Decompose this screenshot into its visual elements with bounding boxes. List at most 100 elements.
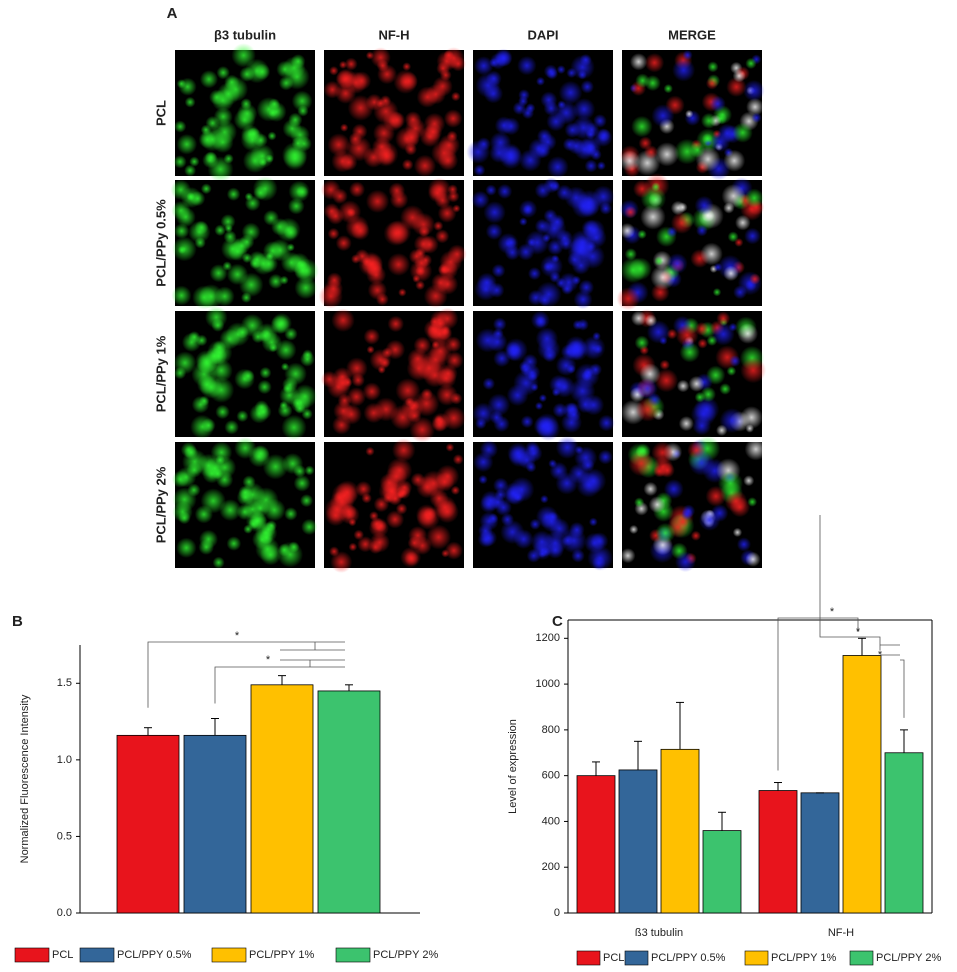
- y-tick-label: 800: [542, 724, 560, 736]
- cell: [505, 341, 521, 357]
- cell: [238, 272, 264, 298]
- y-tick-label: 600: [542, 770, 560, 782]
- cell: [223, 230, 237, 244]
- cell: [402, 62, 412, 72]
- cell: [391, 438, 416, 462]
- cell: [688, 375, 705, 392]
- cell: [636, 378, 658, 400]
- cell: [543, 262, 553, 272]
- micrograph: [170, 176, 319, 310]
- micrograph: [466, 48, 613, 178]
- cell: [598, 414, 615, 432]
- cell: [644, 314, 658, 327]
- cell: [348, 542, 358, 552]
- cell: [479, 529, 498, 547]
- cell: [200, 488, 226, 514]
- cell: [489, 143, 510, 163]
- cell: [542, 216, 567, 241]
- cell: [172, 487, 197, 512]
- micrograph: [471, 177, 615, 310]
- cell: [288, 112, 303, 127]
- cell: [173, 155, 187, 169]
- cell: [451, 91, 461, 102]
- micrograph: [620, 309, 767, 437]
- cell: [293, 464, 307, 478]
- cell: [231, 43, 256, 68]
- micrograph: [620, 435, 768, 573]
- cell: [546, 156, 569, 178]
- cell: [547, 238, 564, 256]
- cell: [256, 323, 278, 345]
- cell: [534, 401, 544, 411]
- legend-label: PCL/PPY 2%: [876, 952, 941, 964]
- cell: [555, 277, 567, 289]
- cell: [238, 485, 253, 500]
- cell: [399, 71, 418, 91]
- cell: [643, 481, 658, 497]
- cell: [431, 140, 457, 166]
- cell: [204, 306, 228, 329]
- cell: [546, 67, 559, 80]
- cell: [629, 53, 648, 71]
- cell: [413, 336, 432, 355]
- cell: [628, 450, 655, 477]
- legend-label: PCL: [52, 949, 73, 961]
- row-label: PCL/PPy 2%: [153, 466, 168, 543]
- cell: [504, 244, 521, 261]
- cell: [435, 229, 450, 244]
- cell: [357, 536, 374, 553]
- cell: [387, 315, 405, 333]
- cell: [709, 131, 731, 153]
- cell: [745, 551, 761, 567]
- micrograph: [318, 177, 467, 309]
- cell: [500, 512, 515, 527]
- cell: [304, 465, 315, 476]
- cell: [241, 369, 255, 383]
- y-tick-label: 400: [542, 815, 560, 827]
- cell: [268, 108, 278, 118]
- cell: [519, 149, 542, 172]
- significance-bracket: [777, 617, 859, 771]
- cell: [689, 142, 706, 158]
- legend-swatch: [849, 950, 874, 966]
- cell: [744, 437, 768, 461]
- cell: [497, 183, 513, 199]
- cell: [692, 416, 712, 436]
- cell: [265, 520, 277, 532]
- cell: [632, 179, 652, 199]
- cell: [171, 285, 192, 306]
- cell: [505, 485, 526, 506]
- cell: [351, 123, 368, 140]
- cell: [198, 539, 215, 555]
- cell: [561, 527, 587, 554]
- cell: [494, 116, 514, 135]
- column-label: β3 tubulin: [214, 27, 276, 42]
- cell: [524, 230, 550, 255]
- significance-bracket: [214, 666, 345, 704]
- cell: [675, 323, 699, 347]
- cell: [555, 435, 579, 460]
- cell: [694, 322, 709, 336]
- bar: [317, 690, 381, 914]
- cell: [634, 497, 645, 508]
- micrograph: [473, 435, 613, 571]
- cell: [592, 185, 615, 208]
- cell: [655, 522, 676, 544]
- cell: [409, 416, 436, 443]
- bar: [183, 734, 247, 914]
- cell: [569, 378, 596, 404]
- cell: [644, 53, 665, 73]
- cell: [574, 446, 598, 470]
- cell: [331, 308, 355, 333]
- cell: [335, 82, 357, 104]
- cell: [576, 318, 589, 331]
- cell: [651, 182, 661, 192]
- cell: [330, 551, 353, 573]
- error-bar: [858, 637, 866, 656]
- cell: [170, 179, 192, 201]
- cell: [327, 227, 340, 240]
- cell: [176, 79, 187, 89]
- cell: [184, 96, 196, 108]
- cell: [232, 237, 251, 255]
- cell: [700, 242, 723, 266]
